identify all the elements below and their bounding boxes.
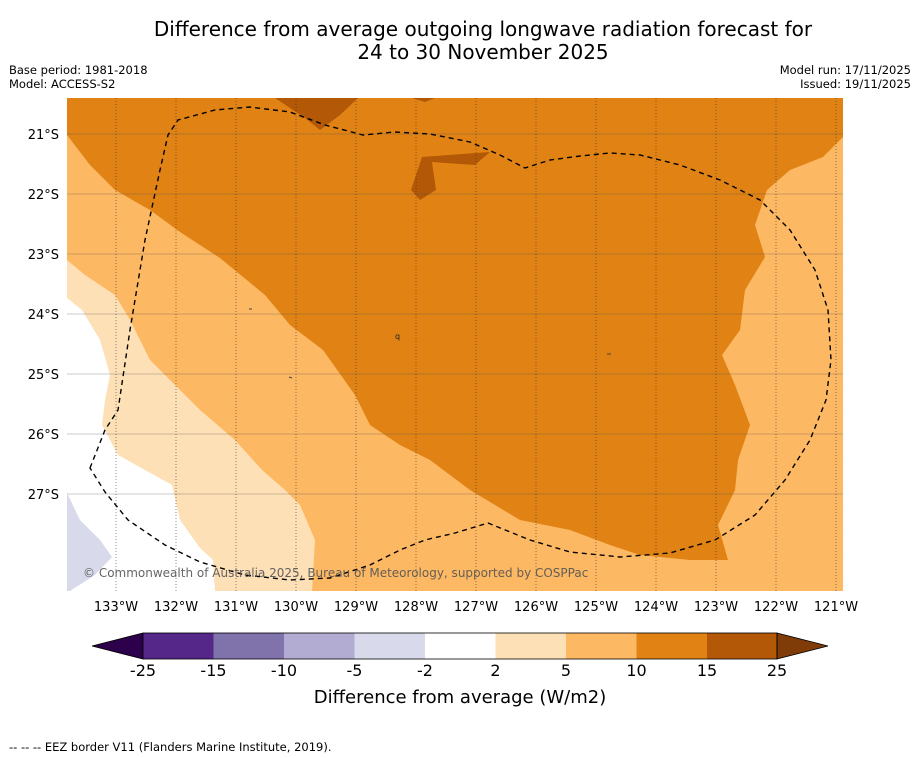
colorbar-label: 25 <box>767 661 787 680</box>
lon-gridlines <box>115 98 837 591</box>
lon-label: 132°W <box>154 600 198 615</box>
colorbar-bin <box>707 633 777 659</box>
spot-label: q <box>395 332 400 341</box>
lat-label: 26°S <box>28 428 59 443</box>
lon-label: 129°W <box>334 600 378 615</box>
lon-label: 124°W <box>634 600 678 615</box>
colorbar-bin <box>425 633 496 659</box>
lat-labels: 21°S 22°S 23°S 24°S 25°S 26°S 27°S <box>28 128 59 503</box>
lon-label: 126°W <box>514 600 558 615</box>
band-15-to-25-b <box>412 98 435 102</box>
model-name: Model: ACCESS-S2 <box>9 77 116 91</box>
colorbar-bin <box>354 633 425 659</box>
footnote-eez: -- -- -- EEZ border V11 (Flanders Marine… <box>9 740 332 754</box>
chart-title: Difference from average outgoing longwav… <box>0 18 919 64</box>
colorbar-bin <box>284 633 355 659</box>
band-minus2-to-2 <box>67 298 215 591</box>
colorbar-over-arrow <box>776 632 829 660</box>
title-line-1: Difference from average outgoing longwav… <box>153 17 813 41</box>
colorbar-under-arrow <box>91 632 144 660</box>
lat-label: 25°S <box>28 368 59 383</box>
lat-gridlines <box>67 133 843 495</box>
colorbar-labels: -25 -15 -10 -5 -2 2 5 10 15 25 <box>130 661 787 680</box>
colorbar-label: -25 <box>130 661 156 680</box>
band-minus5-to-minus2 <box>67 493 112 591</box>
title-line-2: 24 to 30 November 2025 <box>357 40 609 64</box>
colorbar: -25 -15 -10 -5 -2 2 5 10 15 25 Differenc… <box>91 632 829 708</box>
lon-labels: 133°W 132°W 131°W 130°W 129°W 128°W 127°… <box>94 600 858 615</box>
colorbar-label: 2 <box>490 661 500 680</box>
lat-label: 23°S <box>28 248 59 263</box>
lat-label: 22°S <box>28 188 59 203</box>
band-15-to-25-c <box>411 152 490 200</box>
colorbar-title: Difference from average (W/m2) <box>314 687 606 708</box>
colorbar-bin <box>213 633 284 659</box>
colorbar-bin <box>143 633 214 659</box>
colorbar-outline <box>142 632 778 660</box>
lon-label: 131°W <box>214 600 258 615</box>
meta-right: Model run: 17/11/2025 Issued: 19/11/2025 <box>780 63 911 91</box>
band-15-to-25-a <box>275 98 358 130</box>
map-plot-area: q © Com <box>67 98 843 591</box>
colorbar-bin <box>566 633 637 659</box>
lon-label: 125°W <box>574 600 618 615</box>
colorbar-label: 10 <box>626 661 646 680</box>
lon-label: 127°W <box>454 600 498 615</box>
colorbar-label: 5 <box>561 661 571 680</box>
colorbar-label: -15 <box>200 661 226 680</box>
issued-date: Issued: 19/11/2025 <box>800 77 911 91</box>
lat-label: 24°S <box>28 308 59 323</box>
base-period: Base period: 1981-2018 <box>9 63 148 77</box>
lon-label: 122°W <box>754 600 798 615</box>
model-run: Model run: 17/11/2025 <box>779 63 911 77</box>
lat-label: 21°S <box>28 128 59 143</box>
lat-label: 27°S <box>28 488 59 503</box>
lon-label: 121°W <box>814 600 858 615</box>
lon-label: 123°W <box>694 600 738 615</box>
lon-label: 128°W <box>394 600 438 615</box>
colorbar-label: 15 <box>697 661 717 680</box>
colorbar-label: -2 <box>417 661 433 680</box>
band-10-to-15 <box>67 98 843 560</box>
eez-border <box>89 106 832 581</box>
lon-label: 130°W <box>274 600 318 615</box>
colorbar-label: -10 <box>271 661 297 680</box>
colorbar-bin <box>495 633 566 659</box>
contour-speck <box>288 376 293 379</box>
lon-label: 133°W <box>94 600 138 615</box>
copyright-text: © Commonwealth of Australia 2025, Bureau… <box>83 566 588 580</box>
colorbar-bin <box>636 633 707 659</box>
colorbar-label: -5 <box>347 661 363 680</box>
meta-left: Base period: 1981-2018 Model: ACCESS-S2 <box>9 63 148 91</box>
